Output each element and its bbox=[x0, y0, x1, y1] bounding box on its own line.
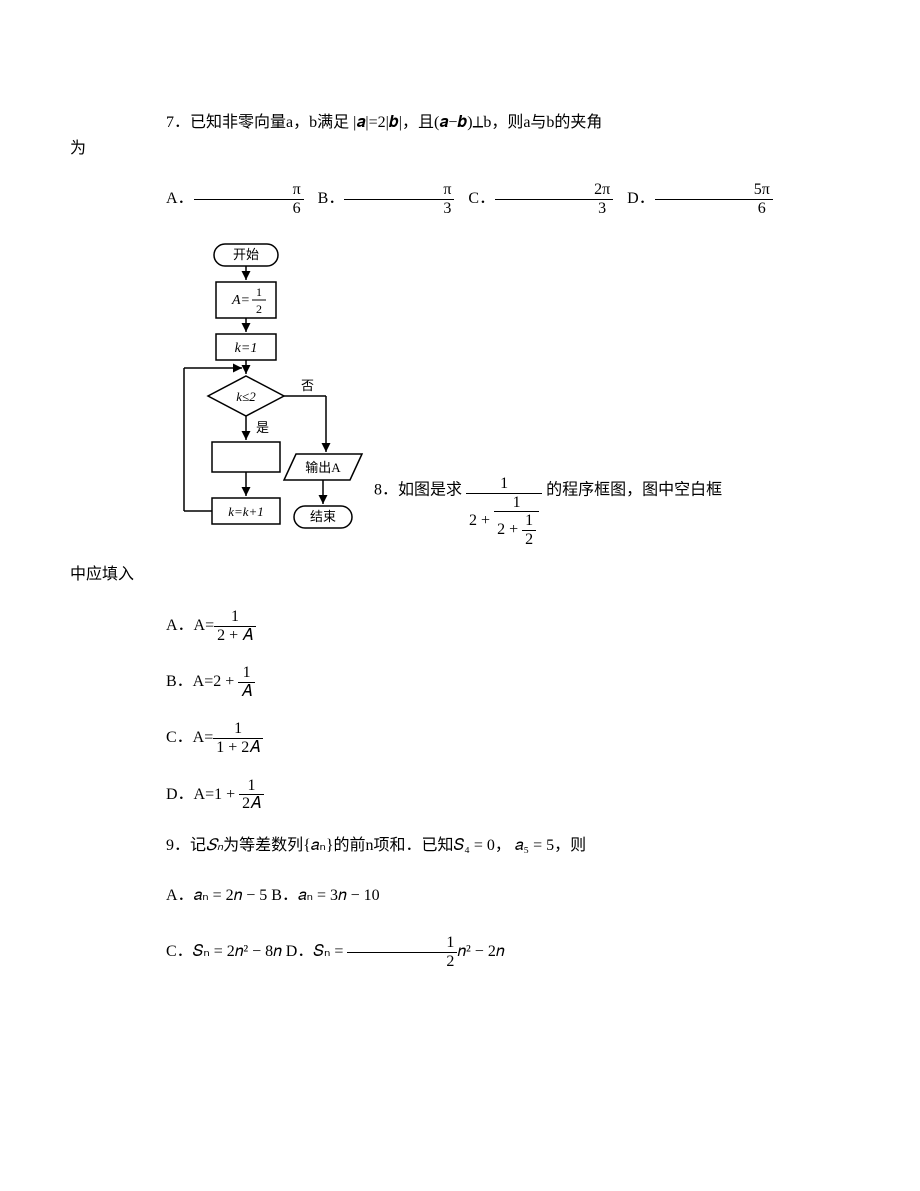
q9-an: {𝑎ₙ} bbox=[303, 837, 333, 854]
q9-option-D: D．𝑆ₙ = 12𝑛² − 2𝑛 bbox=[286, 943, 505, 960]
frac: π6 bbox=[194, 181, 304, 217]
q7-option-C: C．2π3 bbox=[468, 190, 617, 207]
question-9: 9．记𝑆ₙ为等差数列{𝑎ₙ}的前n项和．已知𝑆₄ = 0， 𝑎₅ = 5，则 bbox=[70, 833, 850, 859]
frac: 11 + 2𝐴 bbox=[213, 720, 263, 756]
q9-option-A: A．𝑎ₙ = 2𝑛 − 5 bbox=[166, 887, 267, 904]
flowchart: 开始 A= 1 2 k=1 k≤2 否 bbox=[166, 242, 366, 552]
q8-text1: 如图是求 bbox=[398, 482, 462, 499]
q7-option-A: A．π6 bbox=[166, 190, 308, 207]
svg-text:是: 是 bbox=[256, 420, 269, 435]
q9-cond: 𝑆₄ = 0， 𝑎₅ = 5 bbox=[454, 837, 555, 854]
opt-label: D． bbox=[627, 190, 655, 207]
q9-option-C: C．𝑆ₙ = 2𝑛² − 8𝑛 bbox=[166, 943, 282, 960]
q8-nested-fraction: 1 2 + 1 2 + 1 2 bbox=[466, 475, 542, 548]
svg-text:k=1: k=1 bbox=[235, 341, 258, 356]
q9-Sn: 𝑆ₙ bbox=[206, 837, 223, 854]
q8-number: 8． bbox=[374, 482, 398, 499]
q7-text2: ，且 bbox=[402, 114, 434, 131]
q7-stem-line1: 7．已知非零向量a，b满足 |𝒂|=2|𝒃|，且(𝒂−𝒃)⊥b，则a与b的夹角 bbox=[70, 110, 850, 136]
q8-text2: 的程序框图，图中空白框 bbox=[546, 482, 722, 499]
q7-options: A．π6 B．π3 C．2π3 D．5π6 bbox=[70, 181, 850, 217]
q7-text1: 已知非零向量a，b满足 bbox=[190, 114, 353, 131]
q9-options: A．𝑎ₙ = 2𝑛 − 5 B．𝑎ₙ = 3𝑛 − 10 C．𝑆ₙ = 2𝑛² … bbox=[70, 883, 850, 970]
frac: 12 bbox=[347, 934, 457, 970]
q7-option-B: B．π3 bbox=[318, 190, 459, 207]
q7-number: 7． bbox=[166, 114, 190, 131]
q8-stem-line2: 中应填入 bbox=[70, 562, 850, 588]
q9-t1: 记 bbox=[190, 837, 206, 854]
svg-text:1: 1 bbox=[256, 285, 262, 299]
q7-stem-line2: 为 bbox=[70, 136, 850, 162]
frac: 5π6 bbox=[655, 181, 773, 217]
flowchart-and-q8: 开始 A= 1 2 k=1 k≤2 否 bbox=[70, 242, 850, 552]
q9-t2: 为等差数列 bbox=[223, 837, 303, 854]
svg-text:k≤2: k≤2 bbox=[236, 389, 256, 404]
svg-text:否: 否 bbox=[301, 378, 314, 393]
frac: 2π3 bbox=[495, 181, 613, 217]
q7-text3: b，则a与b的夹角 bbox=[483, 114, 602, 131]
opt-label: A．A= bbox=[166, 617, 214, 634]
q8-option-D: D．A=1 + 12𝐴 bbox=[166, 777, 850, 813]
opt-label: C．A= bbox=[166, 729, 213, 746]
svg-text:结束: 结束 bbox=[310, 509, 336, 524]
q9-option-B: B．𝑎ₙ = 3𝑛 − 10 bbox=[271, 887, 379, 904]
q7-option-D: D．5π6 bbox=[627, 190, 773, 207]
q9-t3: 的前n项和．已知 bbox=[334, 837, 454, 854]
frac: 12 + 𝐴 bbox=[214, 608, 256, 644]
q8-stem: 8．如图是求 1 2 + 1 2 + 1 2 的程 bbox=[374, 475, 722, 552]
q9-t4: ，则 bbox=[554, 837, 586, 854]
q7-cond2: (𝒂−𝒃)⊥ bbox=[434, 114, 483, 131]
q8-option-B: B．A=2 + 1𝐴 bbox=[166, 664, 850, 700]
q8-option-A: A．A=12 + 𝐴 bbox=[166, 608, 850, 644]
svg-text:开始: 开始 bbox=[233, 247, 259, 262]
svg-text:输出A: 输出A bbox=[305, 460, 341, 475]
svg-text:2: 2 bbox=[256, 302, 262, 316]
svg-text:k=k+1: k=k+1 bbox=[228, 504, 264, 519]
q9-number: 9． bbox=[166, 837, 190, 854]
q8-option-C: C．A=11 + 2𝐴 bbox=[166, 720, 850, 756]
frac: π3 bbox=[344, 181, 454, 217]
question-7: 7．已知非零向量a，b满足 |𝒂|=2|𝒃|，且(𝒂−𝒃)⊥b，则a与b的夹角 … bbox=[70, 110, 850, 217]
opt-label: B． bbox=[318, 190, 345, 207]
opt-label: C． bbox=[468, 190, 495, 207]
frac: 1𝐴 bbox=[238, 664, 255, 700]
q8-options: A．A=12 + 𝐴 B．A=2 + 1𝐴 C．A=11 + 2𝐴 D．A=1 … bbox=[166, 608, 850, 813]
frac: 12𝐴 bbox=[239, 777, 264, 813]
opt-label: A． bbox=[166, 190, 194, 207]
opt-label: D．A= bbox=[166, 785, 214, 802]
opt-label: B．A= bbox=[166, 673, 213, 690]
q7-cond1: |𝒂|=2|𝒃| bbox=[353, 114, 402, 131]
svg-text:A=: A= bbox=[231, 293, 250, 308]
